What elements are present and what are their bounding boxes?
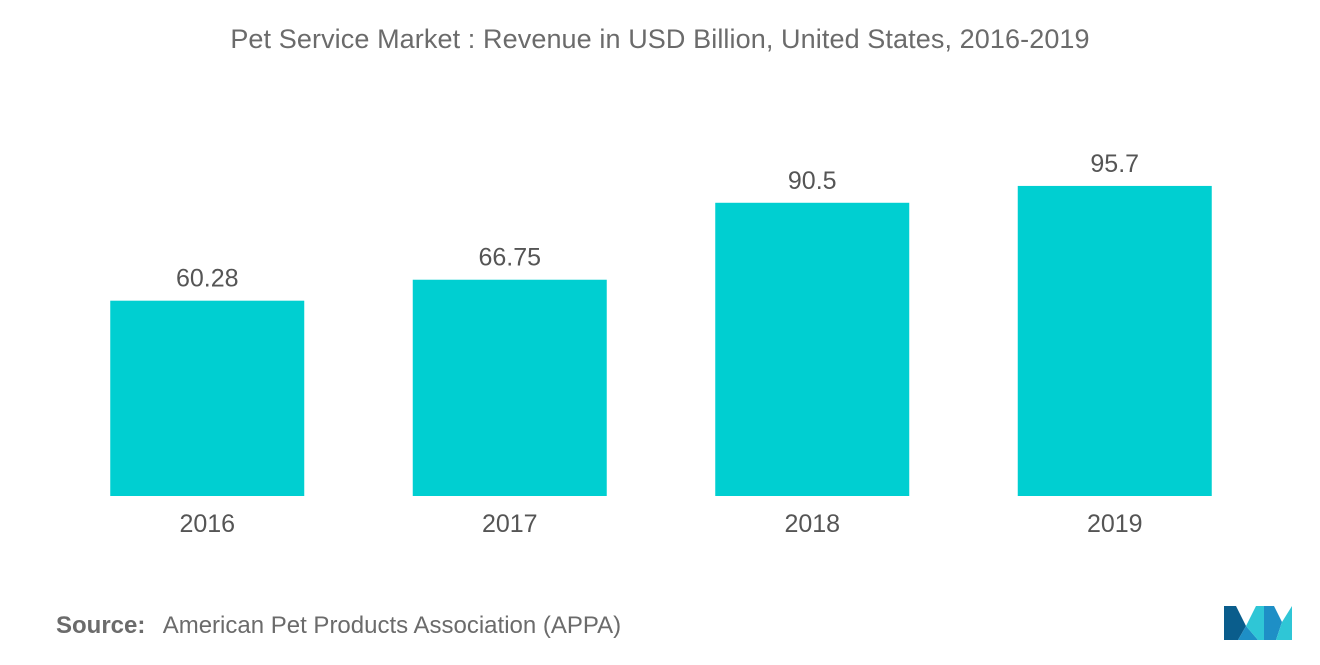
- category-label-2018: 2018: [784, 510, 840, 538]
- category-label-2019: 2019: [1087, 510, 1143, 538]
- value-label-2016: 60.28: [176, 265, 239, 293]
- bar-2016: [110, 300, 305, 496]
- value-labels-group: 60.28 66.75 90.5 95.7: [176, 150, 1139, 293]
- source-text: American Pet Products Association (APPA): [162, 612, 622, 639]
- value-label-2017: 66.75: [478, 244, 541, 272]
- chart-title: Pet Service Market : Revenue in USD Bill…: [230, 24, 1090, 54]
- bars-group: [110, 185, 1212, 496]
- source-label: Source:: [56, 612, 146, 639]
- value-label-2018: 90.5: [788, 167, 837, 195]
- bar-2019: [1017, 185, 1212, 496]
- category-label-2017: 2017: [482, 510, 538, 538]
- value-label-2019: 95.7: [1090, 150, 1139, 178]
- source-line: Source: American Pet Products Associatio…: [56, 612, 621, 640]
- mordor-intelligence-logo-icon: [1224, 606, 1292, 640]
- category-labels-group: 2016 2017 2018 2019: [179, 510, 1142, 538]
- category-label-2016: 2016: [179, 510, 235, 538]
- bar-2018: [715, 202, 910, 496]
- bar-2017: [412, 279, 607, 496]
